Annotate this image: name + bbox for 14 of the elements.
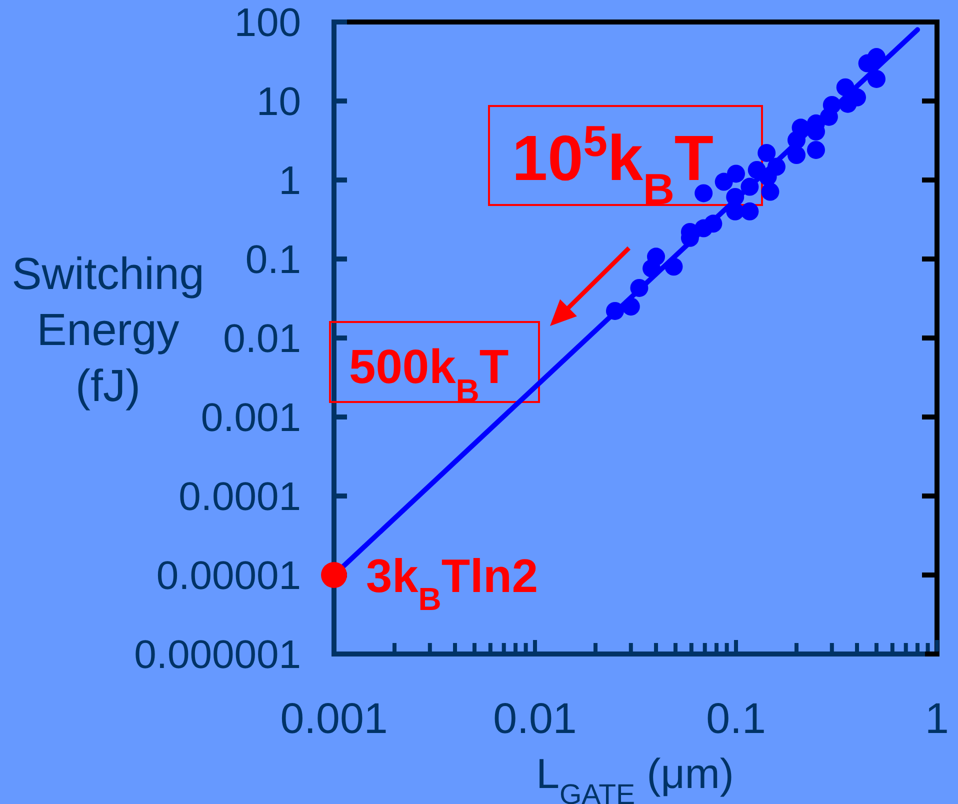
y-tick-label: 1 bbox=[278, 159, 301, 203]
y-tick-label: 100 bbox=[234, 1, 301, 45]
x-tick-label: 0.01 bbox=[493, 695, 577, 743]
annotation: 3k$_{B}$Tln2 bbox=[366, 549, 538, 617]
y-tick-label: 0.1 bbox=[245, 238, 301, 282]
y-tick-label: 0.01 bbox=[223, 317, 301, 361]
x-tick-label: 0.1 bbox=[706, 695, 766, 743]
y-tick-label: 0.0001 bbox=[178, 475, 301, 519]
annotation: 10$^{5}$k$_{B}$T bbox=[512, 118, 714, 214]
y-tick-label: 0.00001 bbox=[156, 554, 301, 598]
x-tick-label: 1 bbox=[925, 695, 949, 743]
x-axis-title: L$_{GATE}$ (μm) bbox=[536, 750, 734, 804]
y-tick-label: 0.000001 bbox=[134, 633, 301, 677]
y-tick-label: 10 bbox=[256, 80, 301, 124]
